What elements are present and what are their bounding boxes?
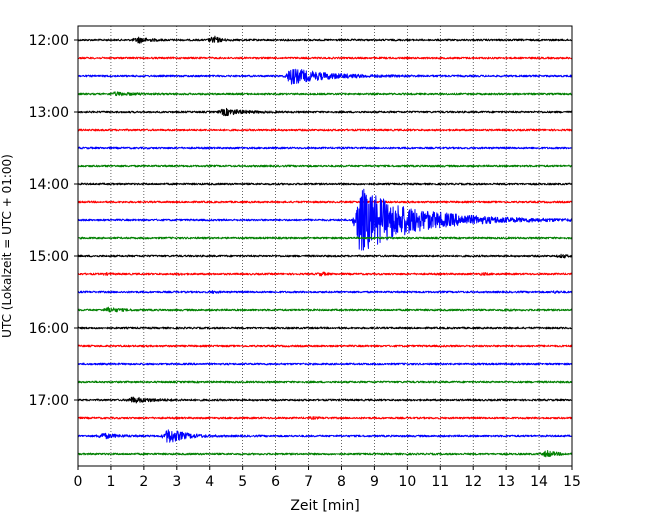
x-tick-label: 0	[74, 474, 83, 490]
trace-line	[77, 164, 573, 168]
x-tick-label: 3	[172, 474, 181, 490]
trace-line	[77, 271, 573, 277]
trace-line	[77, 306, 573, 313]
y-tick-label: 17:00	[29, 393, 69, 409]
trace-line	[77, 91, 573, 97]
trace-line	[77, 56, 573, 60]
trace-line	[77, 380, 573, 384]
trace-line	[77, 326, 573, 330]
y-axis-ticks: 12:00 13:00 14:00 15:00 16:00 17:00	[29, 33, 78, 409]
trace-line	[77, 396, 573, 404]
trace-line	[77, 416, 573, 420]
x-tick-label: 13	[497, 474, 515, 490]
trace-line	[77, 450, 573, 458]
trace-line	[77, 362, 573, 366]
x-tick-label: 8	[337, 474, 346, 490]
trace-line	[77, 182, 573, 186]
y-tick-label: 16:00	[29, 321, 69, 337]
trace-line	[77, 253, 573, 259]
x-tick-label: 7	[304, 474, 313, 490]
x-tick-label: 1	[106, 474, 115, 490]
trace-line	[77, 429, 573, 443]
trace-line	[77, 128, 573, 132]
x-tick-label: 10	[398, 474, 416, 490]
trace-line	[77, 188, 573, 251]
x-tick-label: 15	[563, 474, 581, 490]
x-tick-label: 6	[271, 474, 280, 490]
x-tick-label: 5	[238, 474, 247, 490]
x-tick-label: 2	[139, 474, 148, 490]
plot-frame	[77, 25, 573, 467]
trace-line	[77, 68, 573, 85]
seismogram-traces	[77, 35, 573, 458]
x-tick-label: 14	[530, 474, 548, 490]
x-tick-label: 11	[431, 474, 449, 490]
trace-line	[77, 200, 573, 204]
trace-line	[77, 344, 573, 348]
x-tick-label: 9	[370, 474, 379, 490]
trace-line	[77, 146, 573, 150]
x-tick-label: 12	[464, 474, 482, 490]
y-axis-label: UTC (Lokalzeit = UTC + 01:00)	[0, 154, 14, 338]
y-tick-label: 15:00	[29, 249, 69, 265]
trace-line	[77, 107, 573, 117]
y-tick-label: 14:00	[29, 177, 69, 193]
x-axis-ticks: 0 1 2 3 4 5 6 7 8 9 10 11 12 13 14 15	[74, 466, 581, 490]
trace-line	[77, 35, 573, 44]
y-tick-label: 12:00	[29, 33, 69, 49]
trace-line	[77, 236, 573, 240]
y-tick-label: 13:00	[29, 105, 69, 121]
trace-line	[77, 290, 573, 294]
x-tick-label: 4	[205, 474, 214, 490]
grid-lines	[110, 26, 540, 466]
x-axis-label: Zeit [min]	[290, 498, 359, 514]
